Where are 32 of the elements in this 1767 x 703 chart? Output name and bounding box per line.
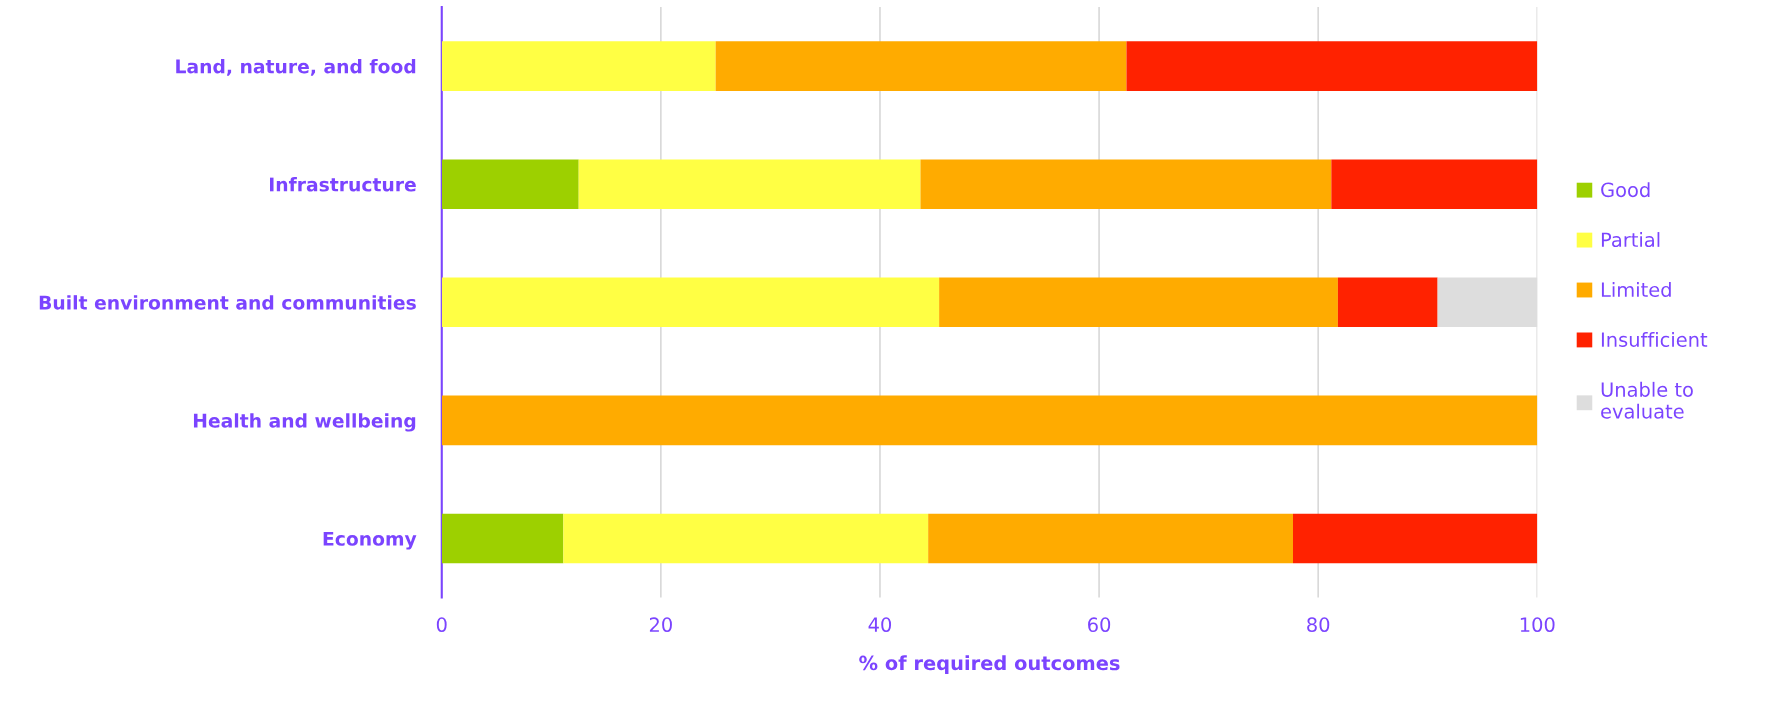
y-tick-label: Health and wellbeing <box>193 413 416 432</box>
legend-label: Partial <box>1601 232 1660 248</box>
bar <box>441 41 716 91</box>
y-tick-label: Built environment and communities <box>39 295 416 310</box>
bar <box>920 159 1332 209</box>
bar <box>715 41 1127 91</box>
legend-label: Good <box>1601 182 1650 198</box>
legend-label: Limited <box>1601 281 1671 298</box>
bar <box>441 277 940 328</box>
x-tick-label: 80 <box>1307 617 1330 633</box>
bar <box>1331 159 1538 209</box>
bar <box>441 513 564 564</box>
x-tick-label: 20 <box>649 617 672 633</box>
bar <box>1292 513 1538 564</box>
bar <box>441 159 579 209</box>
x-tick-label: 60 <box>1088 617 1111 633</box>
x-tick-label: 40 <box>868 617 892 633</box>
legend-label: Unable to evaluate <box>1601 381 1693 419</box>
legend-label: Insufficient <box>1601 331 1708 347</box>
x-tick-label: 100 <box>1520 617 1555 633</box>
y-tick-label: Infrastructure <box>269 177 416 192</box>
bar <box>1126 41 1538 91</box>
bar <box>1337 277 1438 328</box>
bar <box>939 277 1338 328</box>
bar <box>441 395 1538 446</box>
x-tick-label: 0 <box>436 617 447 633</box>
bar <box>928 513 1293 564</box>
bar <box>578 159 921 209</box>
y-tick-label: Land, nature, and food <box>176 58 416 76</box>
x-axis-title: % of required outcomes <box>859 655 1120 675</box>
y-tick-label: Economy <box>323 531 417 550</box>
bar <box>563 513 929 564</box>
